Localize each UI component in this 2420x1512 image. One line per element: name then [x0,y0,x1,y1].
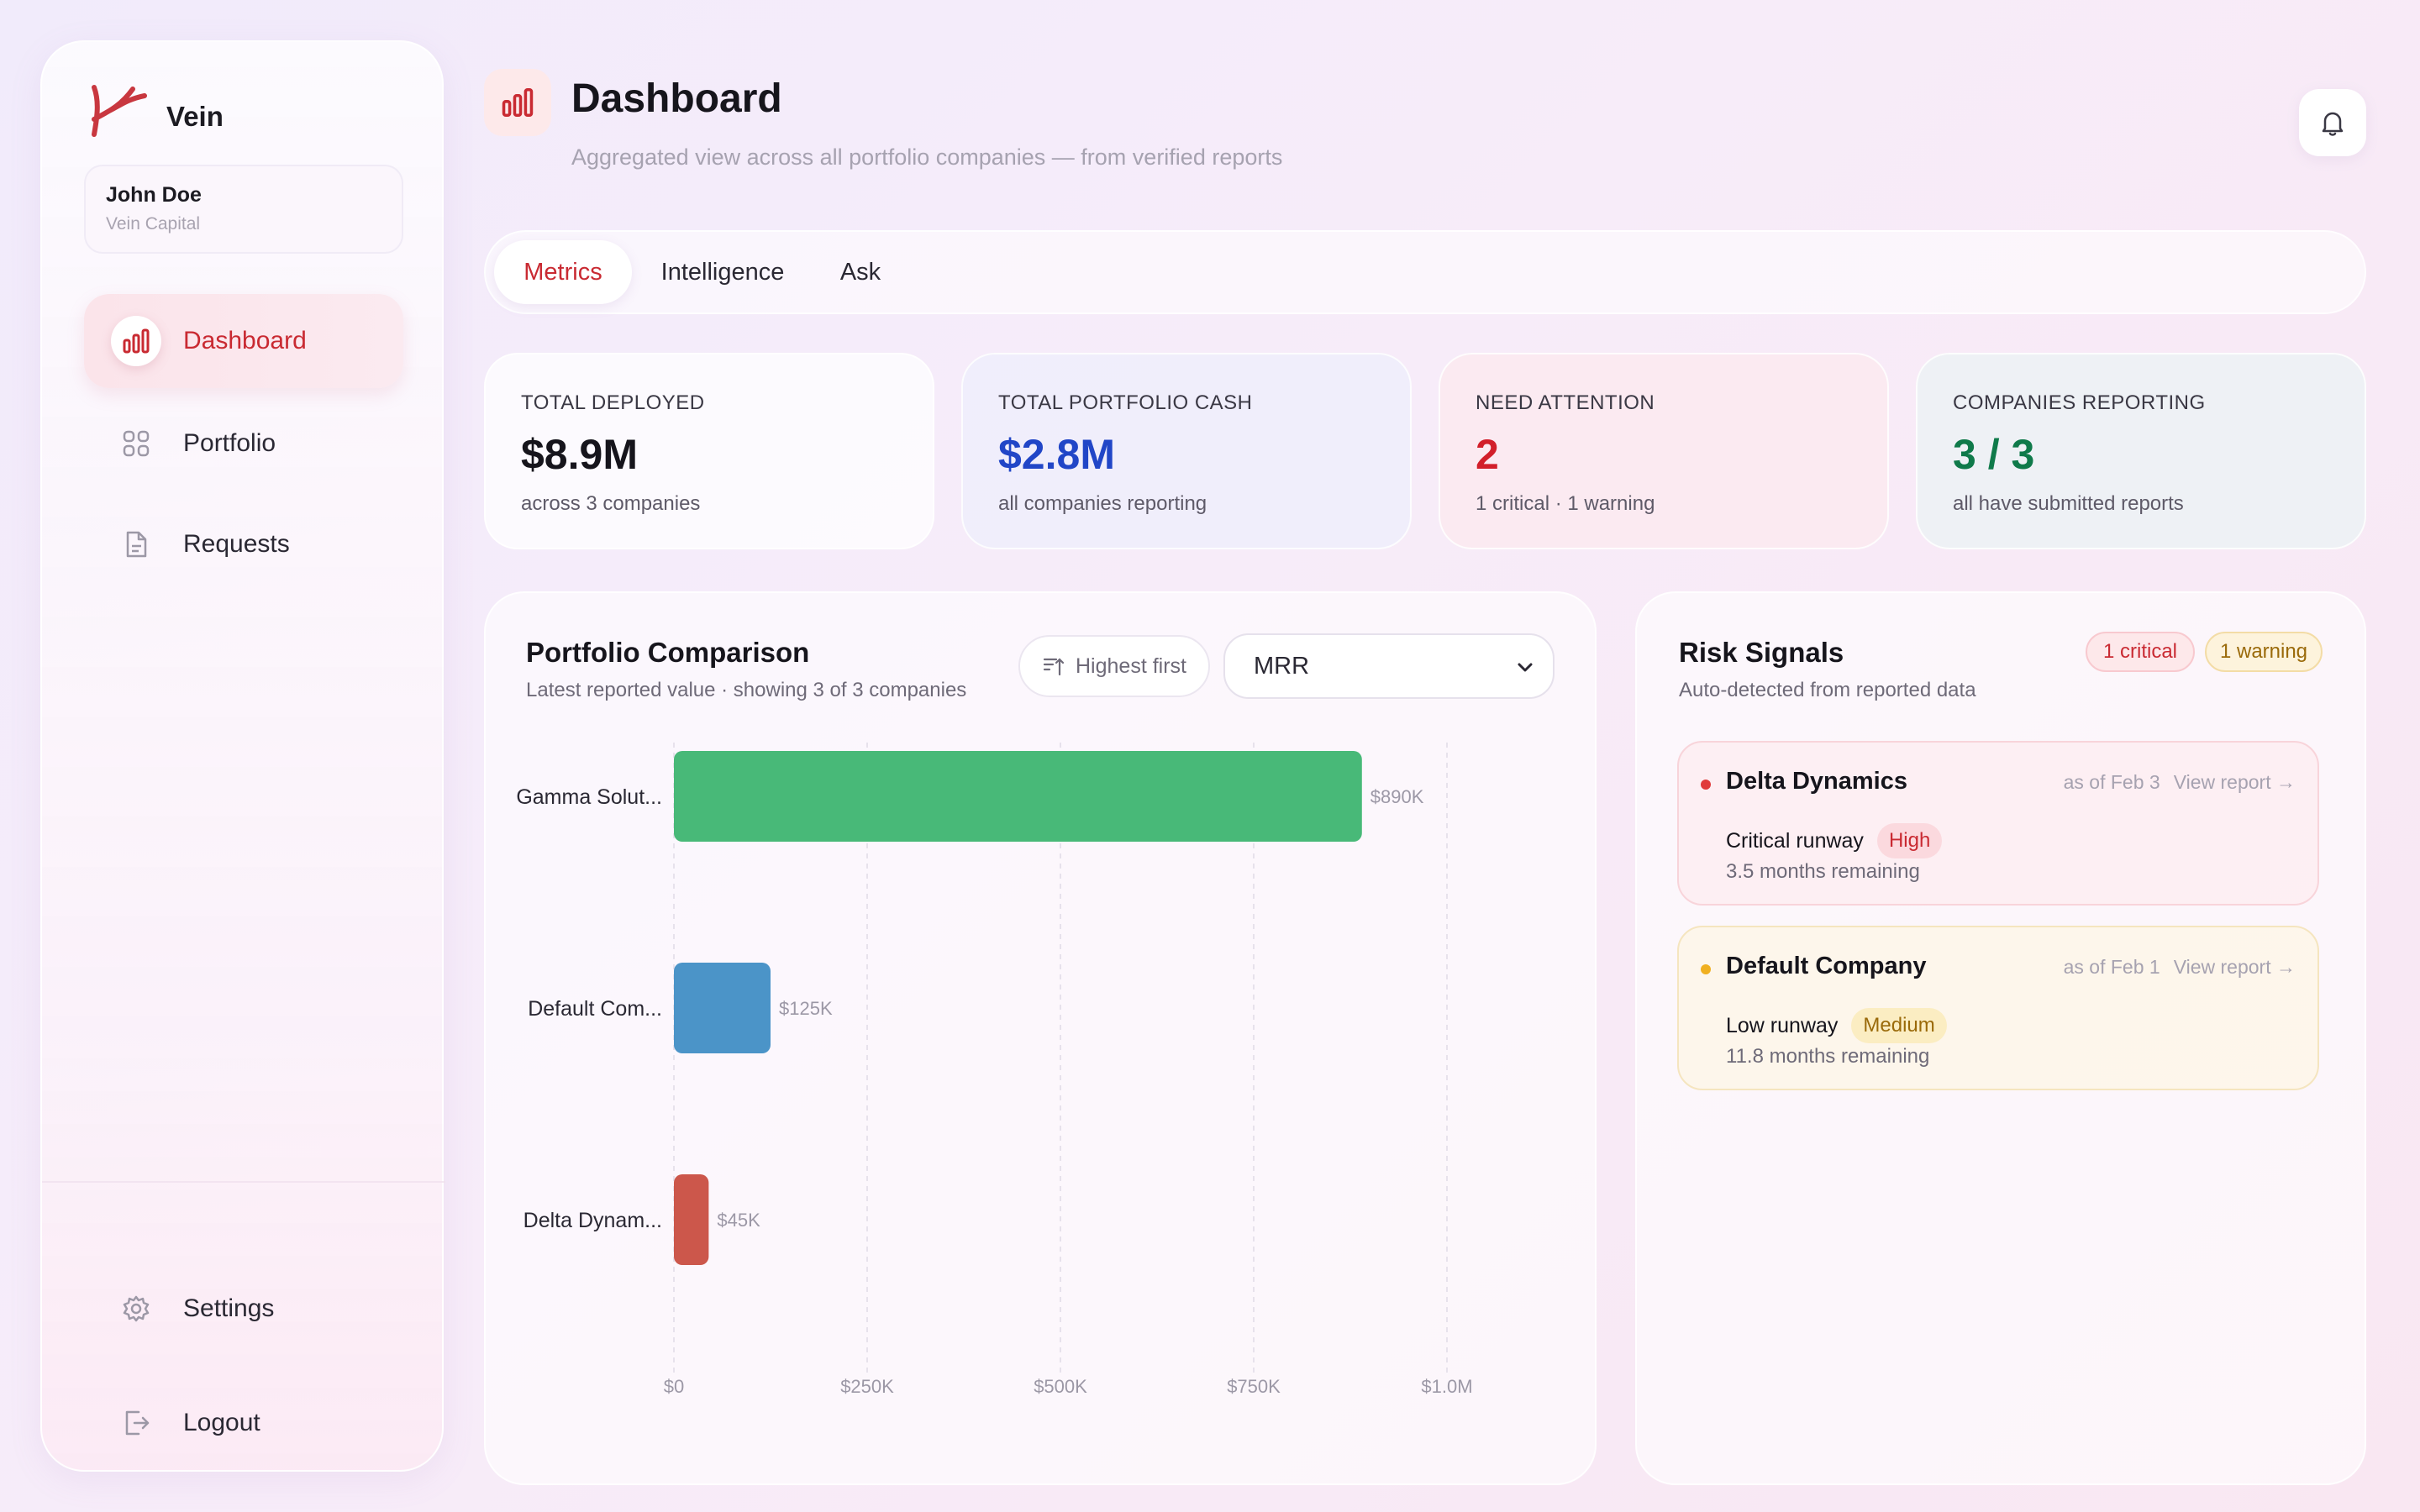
grid-icon [111,418,161,469]
risk-type-label: Critical runway [1726,828,1864,853]
sidebar-item-settings[interactable]: Settings [84,1262,403,1356]
risk-detail: 3.5 months remaining [1726,860,1920,883]
comparison-title: Portfolio Comparison [526,637,810,668]
x-tick-label: $250K [840,1376,894,1397]
stat-value: 2 [1476,431,1499,478]
risk-subtitle: Auto-detected from reported data [1679,679,1976,701]
sidebar-item-label: Settings [183,1294,275,1322]
sort-button[interactable]: Highest first [1018,635,1210,697]
stat-label: COMPANIES REPORTING [1953,391,2206,414]
risk-type-label: Low runway [1726,1013,1839,1037]
sidebar-item-logout[interactable]: Logout [84,1376,403,1470]
risk-as-of: as of Feb 3 [2063,771,2160,793]
stat-note: all companies reporting [998,492,1207,515]
sidebar-item-requests[interactable]: Requests [84,497,403,591]
risk-title: Risk Signals [1679,637,1844,668]
risk-signal-card[interactable]: Delta Dynamics as of Feb 3 View report →… [1677,741,2319,906]
brand-name: Vein [166,101,224,132]
page-subtitle: Aggregated view across all portfolio com… [571,144,1283,170]
risk-type: Low runway Medium [1726,1008,1947,1043]
stat-note: 1 critical · 1 warning [1476,492,1655,515]
stat-label: TOTAL PORTFOLIO CASH [998,391,1253,414]
severity-pill: Medium [1851,1008,1947,1043]
sort-label: Highest first [1076,654,1186,678]
sort-icon [1043,658,1065,676]
bar-chart-icon [502,87,534,118]
stat-value: 3 / 3 [1953,431,2035,478]
y-category-label: Delta Dynam... [523,1209,662,1232]
stat-label: NEED ATTENTION [1476,391,1655,414]
gear-icon [111,1284,161,1334]
warning-dot-icon [1701,964,1711,974]
stat-card-portfolio-cash: TOTAL PORTFOLIO CASH $2.8M all companies… [961,353,1412,549]
critical-dot-icon [1701,780,1711,790]
risk-signal-card[interactable]: Default Company as of Feb 1 View report … [1677,926,2319,1090]
stat-value: $2.8M [998,431,1115,478]
sidebar-item-label: Requests [183,530,290,558]
sidebar-item-label: Dashboard [183,327,307,354]
warning-count-badge: 1 warning [2205,632,2323,672]
page-icon [484,69,551,136]
bar-chart-icon [111,316,161,366]
stat-label: TOTAL DEPLOYED [521,391,705,414]
sidebar-item-label: Portfolio [183,429,276,457]
page-title: Dashboard [571,76,782,121]
user-org: Vein Capital [106,214,201,234]
view-report-link[interactable]: View report → [2173,771,2296,793]
bar-value-label: $45K [717,1210,760,1231]
portfolio-comparison-panel [484,591,1597,1485]
bell-icon [2322,112,2344,136]
bar [674,751,1362,842]
comparison-subtitle: Latest reported value · showing 3 of 3 c… [526,679,967,701]
risk-detail: 11.8 months remaining [1726,1045,1930,1068]
stat-note: across 3 companies [521,492,701,515]
stat-card-companies-reporting: COMPANIES REPORTING 3 / 3 all have submi… [1916,353,2366,549]
view-report-link[interactable]: View report → [2173,956,2296,978]
bar-value-label: $890K [1370,786,1424,807]
y-category-label: Gamma Solut... [516,785,662,809]
x-tick-label: $1.0M [1421,1376,1472,1397]
y-category-label: Default Com... [528,997,662,1021]
stat-value: $8.9M [521,431,638,478]
portfolio-bar-chart: $0 $250K $500K $750K $1.0M Gamma Solut... $890… [516,743,1473,1397]
logout-icon [111,1398,161,1448]
critical-count-badge: 1 critical [2086,632,2195,672]
bar [674,963,771,1053]
risk-type: Critical runway High [1726,823,1943,858]
metric-select-value: MRR [1254,652,1310,680]
risk-company: Delta Dynamics [1726,768,1907,795]
brand[interactable]: Vein [86,82,224,143]
metric-select[interactable]: MRR [1223,633,1555,699]
risk-company: Default Company [1726,953,1927,979]
risk-meta: as of Feb 3 View report → [2064,771,2296,794]
bar-value-label: $125K [779,998,833,1019]
user-name: John Doe [106,183,202,207]
bar [674,1174,709,1265]
sidebar-divider [42,1181,445,1183]
tab-intelligence[interactable]: Intelligence [660,258,785,286]
vein-logo-icon [92,85,147,137]
sidebar: Vein John Doe Vein Capital Dashboard Por… [40,40,445,1472]
stat-card-total-deployed: TOTAL DEPLOYED $8.9M across 3 companies [484,353,934,549]
notifications-button[interactable] [2299,89,2366,156]
stat-note: all have submitted reports [1953,492,2184,515]
tab-ask[interactable]: Ask [839,258,881,286]
document-icon [111,519,161,570]
sidebar-item-dashboard[interactable]: Dashboard [84,294,403,388]
sidebar-item-label: Logout [183,1409,260,1436]
x-tick-label: $750K [1227,1376,1281,1397]
tab-bar: Metrics Intelligence Ask [484,230,2366,314]
stat-card-need-attention: NEED ATTENTION 2 1 critical · 1 warning [1439,353,1889,549]
risk-as-of: as of Feb 1 [2063,956,2160,978]
x-tick-label: $500K [1034,1376,1087,1397]
severity-pill: High [1876,823,1943,858]
tab-metrics[interactable]: Metrics [494,240,632,304]
sidebar-item-portfolio[interactable]: Portfolio [84,396,403,491]
user-card[interactable]: John Doe Vein Capital [84,165,403,254]
x-tick-label: $0 [664,1376,684,1397]
risk-meta: as of Feb 1 View report → [2064,956,2296,979]
chevron-down-icon [1518,663,1533,672]
